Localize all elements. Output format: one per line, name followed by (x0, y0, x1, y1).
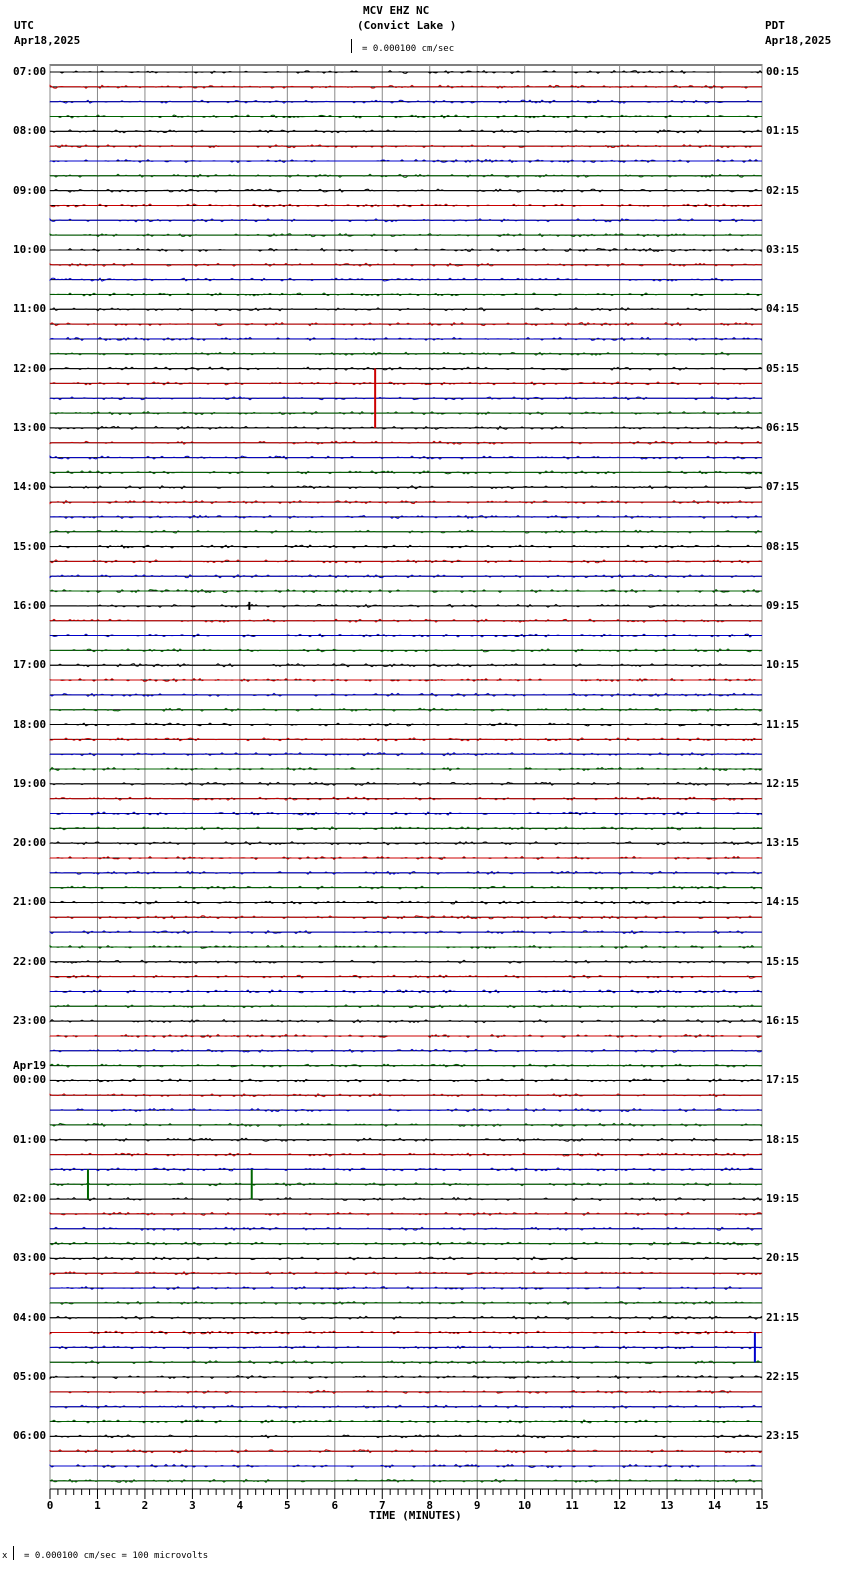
utc-hour-label: 11:00 (13, 302, 47, 316)
footer-scale-text: = 0.000100 cm/sec = 100 microvolts (24, 1551, 209, 1561)
svg-text:15: 15 (755, 1499, 768, 1512)
utc-hour-label: 08:00 (13, 124, 47, 138)
right-timezone: PDT (765, 19, 785, 32)
utc-hour-label: 05:00 (13, 1370, 47, 1384)
utc-hour-label: 23:00 (13, 1014, 47, 1028)
pdt-hour-label: 06:15 (766, 420, 800, 434)
pdt-hour-label: 13:15 (766, 836, 800, 850)
svg-text:4: 4 (237, 1499, 244, 1512)
utc-hour-label: 12:00 (13, 361, 47, 375)
utc-hour-label: 02:00 (13, 1192, 47, 1206)
footer-prefix: x (2, 1551, 8, 1561)
pdt-hour-label: 22:15 (766, 1370, 800, 1384)
pdt-hour-label: 15:15 (766, 954, 800, 968)
utc-hour-label: 16:00 (13, 598, 47, 612)
pdt-hour-label: 18:15 (766, 1132, 800, 1146)
utc-hour-label: 09:00 (13, 183, 47, 197)
right-date: Apr18,2025 (765, 34, 832, 47)
pdt-hour-label: 05:15 (766, 361, 800, 375)
utc-hour-label: 07:00 (13, 65, 47, 78)
station-location: (Convict Lake ) (357, 19, 457, 32)
pdt-hour-label: 09:15 (766, 598, 800, 612)
svg-text:7: 7 (379, 1499, 386, 1512)
left-timezone: UTC (14, 19, 34, 32)
utc-hour-label: 10:00 (13, 242, 47, 256)
date-change-label: Apr19 (13, 1059, 47, 1073)
svg-text:10: 10 (518, 1499, 531, 1512)
svg-text:14: 14 (708, 1499, 722, 1512)
svg-text:12: 12 (613, 1499, 626, 1512)
utc-hour-label: 21:00 (13, 895, 47, 909)
left-date: Apr18,2025 (14, 34, 81, 47)
svg-text:3: 3 (189, 1499, 196, 1512)
scale-bar-icon (351, 39, 356, 53)
pdt-hour-label: 23:15 (766, 1429, 800, 1443)
svg-text:8: 8 (426, 1499, 433, 1512)
pdt-hour-label: 21:15 (766, 1310, 800, 1324)
utc-hour-label: 06:00 (13, 1429, 47, 1443)
pdt-hour-label: 00:15 (766, 65, 800, 78)
pdt-hour-label: 19:15 (766, 1192, 800, 1206)
svg-text:11: 11 (566, 1499, 580, 1512)
pdt-hour-label: 17:15 (766, 1073, 800, 1087)
svg-text:1: 1 (94, 1499, 101, 1512)
pdt-hour-label: 01:15 (766, 124, 800, 138)
utc-hour-label: 03:00 (13, 1251, 47, 1265)
utc-hour-label: 15:00 (13, 539, 47, 553)
svg-text:2: 2 (142, 1499, 149, 1512)
utc-hour-label: 19:00 (13, 776, 47, 790)
utc-hour-label: 14:00 (13, 480, 47, 494)
pdt-hour-label: 20:15 (766, 1251, 800, 1265)
pdt-hour-label: 14:15 (766, 895, 800, 909)
pdt-hour-label: 11:15 (766, 717, 800, 731)
svg-text:0: 0 (47, 1499, 54, 1512)
scale-text: = 0.000100 cm/sec (362, 44, 455, 54)
svg-text:5: 5 (284, 1499, 291, 1512)
pdt-hour-label: 12:15 (766, 776, 800, 790)
pdt-hour-label: 02:15 (766, 183, 800, 197)
svg-text:9: 9 (474, 1499, 481, 1512)
pdt-hour-label: 07:15 (766, 480, 800, 494)
svg-text:13: 13 (660, 1499, 673, 1512)
station-title: MCV EHZ NC (363, 4, 430, 17)
utc-hour-label: 18:00 (13, 717, 47, 731)
pdt-hour-label: 04:15 (766, 302, 800, 316)
x-axis-label: TIME (MINUTES) (369, 1509, 462, 1522)
svg-text:6: 6 (331, 1499, 338, 1512)
utc-hour-label: 13:00 (13, 420, 47, 434)
utc-hour-label: 04:00 (13, 1310, 47, 1324)
utc-hour-label: 22:00 (13, 954, 47, 968)
pdt-hour-label: 16:15 (766, 1014, 800, 1028)
footer-scale-bar-icon (13, 1546, 18, 1560)
pdt-hour-label: 10:15 (766, 658, 800, 672)
pdt-hour-label: 03:15 (766, 242, 800, 256)
utc-hour-label: 17:00 (13, 658, 47, 672)
utc-hour-label: 01:00 (13, 1132, 47, 1146)
utc-hour-label: 00:00 (13, 1073, 47, 1087)
pdt-hour-label: 08:15 (766, 539, 800, 553)
utc-hour-label: 20:00 (13, 836, 47, 850)
